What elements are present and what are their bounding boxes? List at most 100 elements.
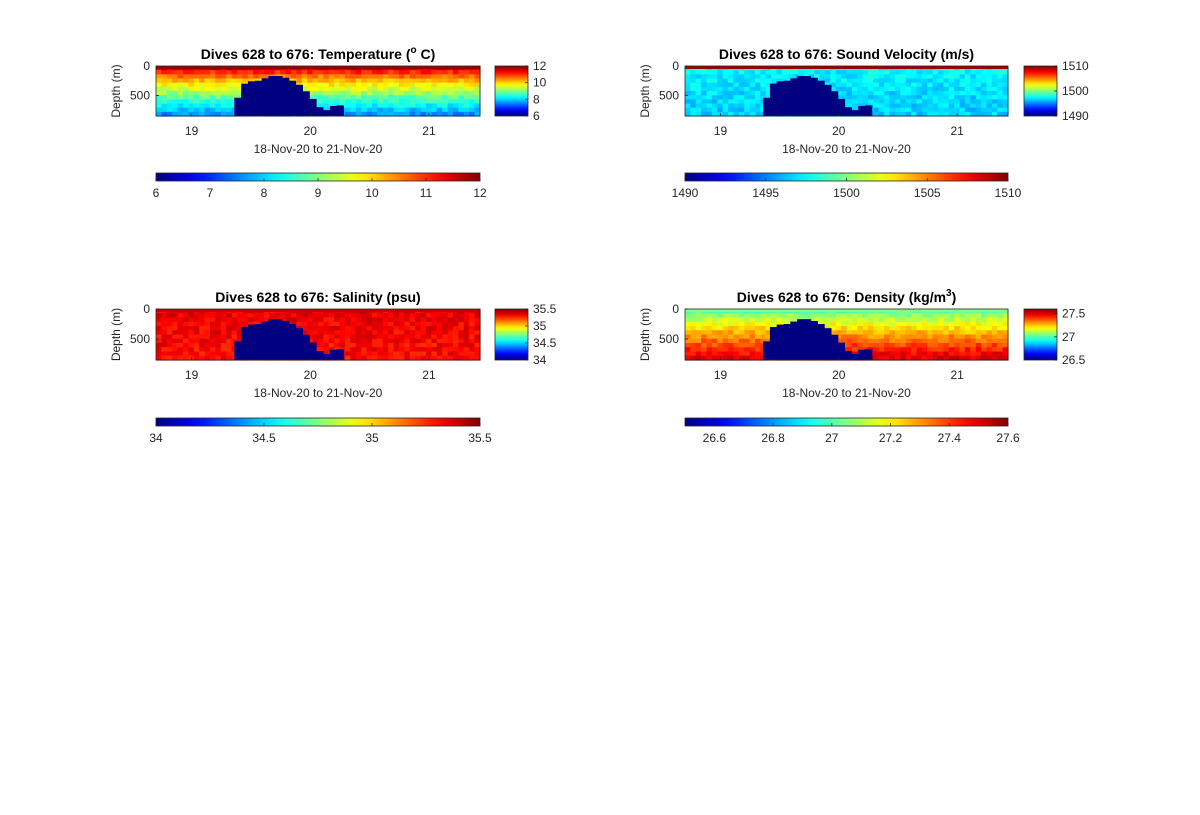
heatmap-cell <box>318 343 324 348</box>
heatmap-cell <box>328 338 335 344</box>
horizontal-colorbar-tick-label: 27 <box>825 431 839 445</box>
heatmap-cell <box>237 91 243 96</box>
heatmap-cell <box>469 334 476 340</box>
heatmap-cell <box>447 313 454 319</box>
heatmap-cell <box>188 321 195 327</box>
heatmap-cell <box>177 321 184 327</box>
heatmap-cell <box>183 313 189 319</box>
heatmap-cell <box>921 91 928 96</box>
heatmap-cell <box>469 343 476 348</box>
heatmap-cell <box>431 343 438 348</box>
heatmap-cell <box>792 317 799 323</box>
heatmap-cell <box>857 103 864 109</box>
heatmap-cell <box>156 70 162 75</box>
heatmap-cell <box>355 313 362 319</box>
heatmap-cell <box>442 317 449 323</box>
heatmap-cell <box>447 321 454 327</box>
heatmap-cell <box>927 355 934 361</box>
heatmap-cell <box>231 321 238 327</box>
heatmap-cell <box>166 86 173 92</box>
data-gap-block <box>241 327 249 360</box>
heatmap-cell <box>404 86 411 92</box>
heatmap-cell <box>436 330 443 336</box>
heatmap-cell <box>911 99 918 105</box>
heatmap-cell <box>156 78 162 84</box>
heatmap-cell <box>932 326 939 331</box>
heatmap-cell <box>728 95 735 100</box>
heatmap-cell <box>361 111 368 117</box>
heatmap-cell <box>388 99 395 105</box>
heatmap-cell <box>345 347 351 353</box>
heatmap-cell <box>938 70 944 75</box>
heatmap-cell <box>469 330 476 336</box>
heatmap-cell <box>161 95 168 100</box>
heatmap-cell <box>884 326 891 331</box>
heatmap-cell <box>204 107 211 113</box>
heatmap-cell <box>986 330 993 336</box>
heatmap-cell <box>442 86 449 92</box>
horizontal-colorbar-tick-label: 8 <box>261 186 268 200</box>
heatmap-cell <box>894 347 901 353</box>
heatmap-cell <box>943 107 950 113</box>
heatmap-cell <box>453 343 459 348</box>
heatmap-cell <box>959 326 966 331</box>
heatmap-cell <box>738 111 745 117</box>
heatmap-cell <box>744 351 751 357</box>
heatmap-cell <box>415 326 422 331</box>
heatmap-cell <box>916 107 923 113</box>
heatmap-cell <box>188 317 195 323</box>
heatmap-cell <box>453 338 459 344</box>
heatmap-cell <box>986 355 993 361</box>
heatmap-cell <box>830 74 837 80</box>
heatmap-cell <box>323 330 330 336</box>
heatmap-cell <box>328 70 335 75</box>
heatmap-cell <box>177 91 184 96</box>
heatmap-cell <box>754 70 761 75</box>
heatmap-cell <box>711 103 718 109</box>
heatmap-cell <box>921 334 928 340</box>
heatmap-cell <box>431 326 438 331</box>
colorbar-tick-label: 34 <box>533 353 547 367</box>
heatmap-cell <box>431 107 438 113</box>
heatmap-cell <box>474 99 481 105</box>
heatmap-cell <box>754 338 761 344</box>
heatmap-cell <box>970 313 977 319</box>
heatmap-cell <box>220 330 227 336</box>
heatmap-cell <box>220 78 227 84</box>
heatmap-cell <box>172 317 179 323</box>
heatmap-cell <box>280 313 287 319</box>
heatmap-cell <box>166 338 173 344</box>
heatmap-cell <box>948 334 955 340</box>
heatmap-cell <box>426 82 432 88</box>
heatmap-cell <box>997 326 1004 331</box>
heatmap-cell <box>404 107 411 113</box>
heatmap-cell <box>199 74 206 80</box>
heatmap-cell <box>954 74 961 80</box>
heatmap-cell <box>1002 78 1009 84</box>
heatmap-cell <box>463 321 470 327</box>
heatmap-cell <box>916 334 923 340</box>
heatmap-cell <box>226 330 233 336</box>
heatmap-cell <box>372 334 378 340</box>
heatmap-cell <box>415 86 422 92</box>
heatmap-cell <box>781 313 788 319</box>
heatmap-cell <box>199 343 206 348</box>
heatmap-cell <box>323 321 330 327</box>
heatmap-cell <box>361 74 368 80</box>
heatmap-cell <box>841 313 848 319</box>
heatmap-cell <box>280 317 287 323</box>
heatmap-cell <box>199 70 206 75</box>
heatmap-cell <box>911 91 918 96</box>
y-tick-label: 0 <box>672 302 679 316</box>
heatmap-cell <box>377 343 384 348</box>
heatmap-cell <box>404 347 411 353</box>
heatmap-cell <box>420 326 427 331</box>
heatmap-cell <box>964 107 971 113</box>
heatmap-cell <box>420 347 427 353</box>
heatmap-cell <box>889 82 896 88</box>
heatmap-cell <box>981 91 988 96</box>
heatmap-cell <box>685 99 691 105</box>
heatmap-cell <box>447 86 454 92</box>
heatmap-cell <box>685 74 691 80</box>
heatmap-cell <box>172 82 179 88</box>
